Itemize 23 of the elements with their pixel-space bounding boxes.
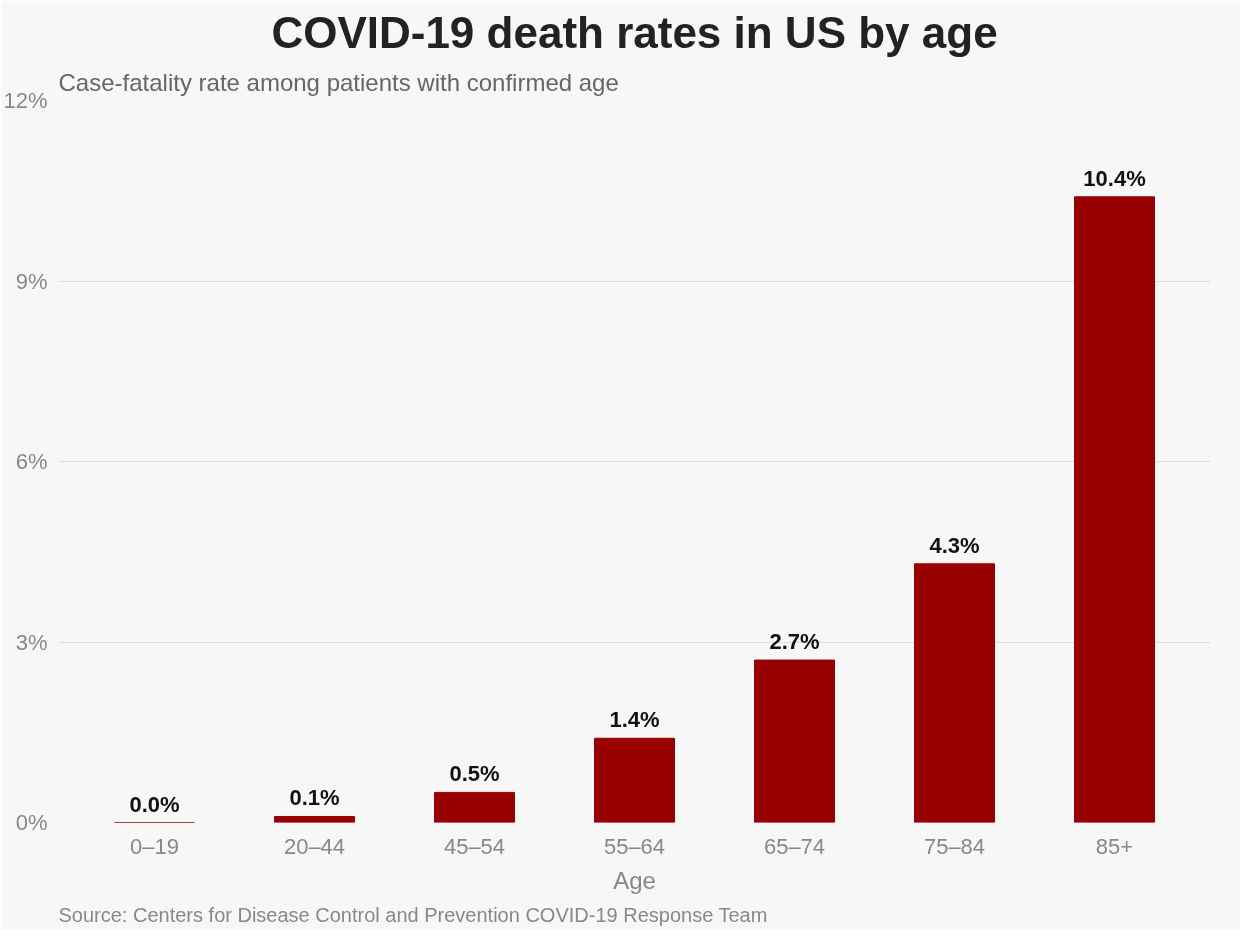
x-tick-label: 0–19 — [130, 833, 179, 859]
x-tick-label: 65–74 — [763, 833, 826, 859]
x-axis-title: Age — [613, 866, 656, 894]
x-tick-label: 20–44 — [283, 833, 346, 859]
y-tick-label: 0% — [15, 810, 48, 835]
chart-title: COVID-19 death rates in US by age — [271, 7, 998, 57]
chart-subtitle: Case-fatality rate among patients with confirmed age — [58, 68, 619, 96]
x-tick-label: 85+ — [1095, 833, 1134, 859]
data-label: 0.5% — [449, 761, 500, 787]
y-tick-label: 6% — [15, 449, 48, 474]
data-label: 2.7% — [769, 629, 820, 655]
source-note: Source: Centers for Disease Control and Prevention COVID-19 Response Team — [58, 903, 768, 926]
y-tick-label: 9% — [15, 268, 48, 294]
data-label: 4.3% — [929, 532, 980, 558]
y-tick-label: 12% — [3, 88, 48, 113]
x-tick-label: 55–64 — [603, 833, 666, 859]
data-label: 0.0% — [129, 791, 180, 817]
data-label: 1.4% — [609, 707, 660, 733]
y-tick-label: 3% — [15, 629, 48, 655]
data-label: 10.4% — [1083, 165, 1146, 191]
data-label: 0.1% — [289, 785, 340, 811]
x-tick-label: 75–84 — [923, 833, 986, 859]
x-tick-label: 45–54 — [443, 833, 506, 859]
